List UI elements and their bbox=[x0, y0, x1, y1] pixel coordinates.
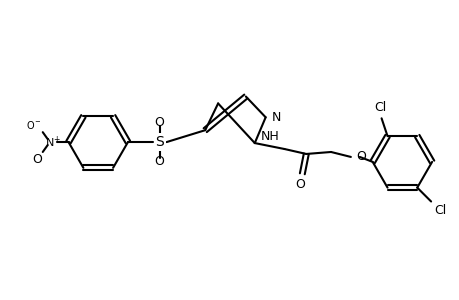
Text: Cl: Cl bbox=[374, 101, 386, 114]
Text: N: N bbox=[271, 111, 280, 124]
Text: S: S bbox=[155, 135, 164, 149]
Text: O: O bbox=[32, 153, 42, 166]
Text: O: O bbox=[355, 150, 365, 164]
Text: O: O bbox=[295, 178, 305, 191]
Text: $\mathregular{N}^{\!+}$: $\mathregular{N}^{\!+}$ bbox=[45, 134, 61, 150]
Text: NH: NH bbox=[261, 130, 280, 143]
Text: Cl: Cl bbox=[433, 205, 445, 218]
Text: $\mathregular{O}^{\!-}$: $\mathregular{O}^{\!-}$ bbox=[26, 119, 41, 131]
Text: O: O bbox=[154, 116, 164, 129]
Text: O: O bbox=[154, 155, 164, 168]
